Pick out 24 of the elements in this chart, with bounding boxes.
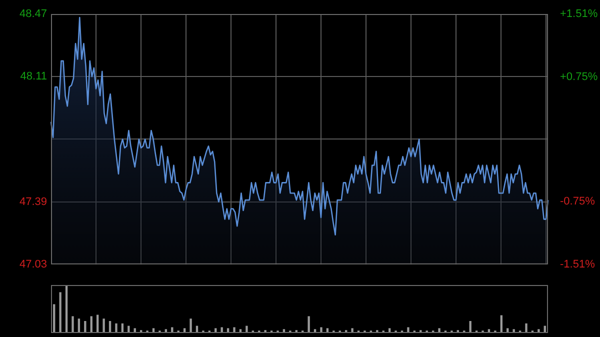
y2-tick-label: +0.75% xyxy=(560,71,598,84)
bar xyxy=(351,328,354,333)
bar xyxy=(115,323,118,333)
bar xyxy=(84,321,86,333)
bar xyxy=(525,323,528,333)
bar xyxy=(538,329,540,333)
bar xyxy=(246,326,248,333)
bar xyxy=(512,329,515,333)
y-tick-label: 47.39 xyxy=(19,196,47,208)
bar xyxy=(233,327,236,333)
y2-tick-label: -1.51% xyxy=(560,258,596,270)
bar xyxy=(72,316,74,333)
bar xyxy=(438,328,440,333)
y-tick-label: 48.11 xyxy=(20,70,47,83)
y-tick-label: 48.47 xyxy=(19,8,47,20)
y2-tick-label: -0.75% xyxy=(560,195,596,208)
bar xyxy=(59,292,62,333)
bar xyxy=(308,316,310,333)
bar xyxy=(407,327,410,333)
y-tick-label: 47.03 xyxy=(19,258,47,270)
bar xyxy=(102,318,105,333)
bar xyxy=(320,327,322,333)
bar xyxy=(190,318,192,333)
y2-tick-label: +1.51% xyxy=(560,8,598,20)
